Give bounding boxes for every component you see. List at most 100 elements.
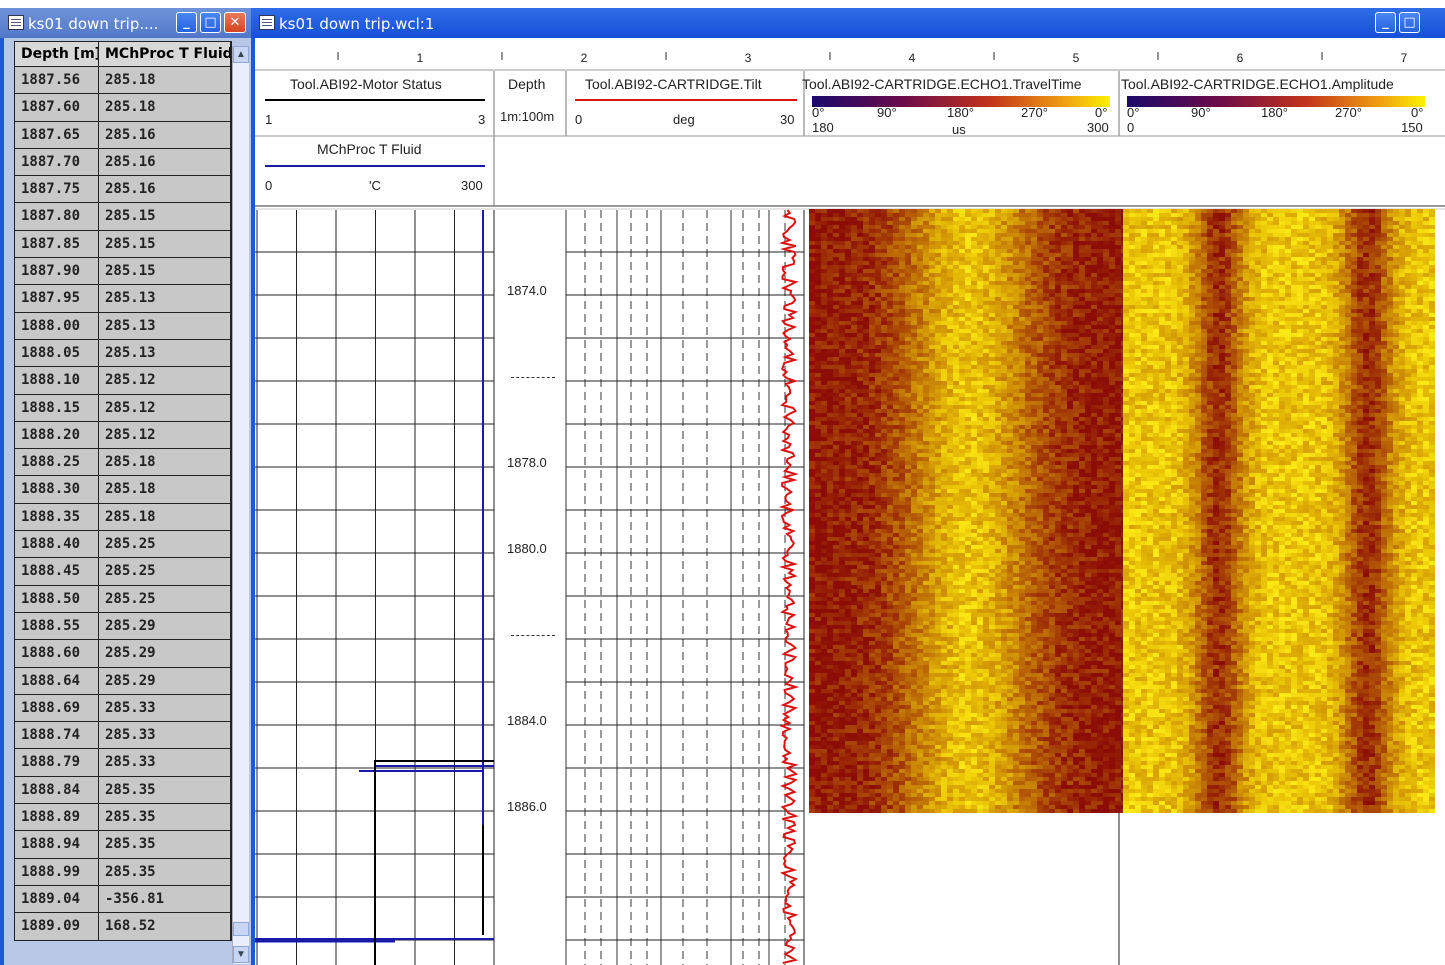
depth-cell[interactable]: 1888.74 — [15, 722, 99, 749]
depth-cell[interactable]: 1887.60 — [15, 94, 99, 121]
fluid-temp-cell[interactable]: 285.35 — [99, 831, 231, 858]
table-row[interactable]: 1888.94 285.35 — [14, 831, 232, 859]
scroll-thumb[interactable] — [233, 922, 249, 936]
depth-cell[interactable]: 1887.95 — [15, 285, 99, 312]
fluid-temp-cell[interactable]: -356.81 — [99, 885, 231, 913]
table-row[interactable]: 1888.10 285.12 — [14, 367, 232, 395]
fluid-temp-cell[interactable]: 285.12 — [99, 394, 231, 421]
fluid-temp-cell[interactable]: 285.25 — [99, 558, 231, 585]
table-row[interactable]: 1888.79 285.33 — [14, 749, 232, 777]
depth-cell[interactable]: 1887.80 — [15, 203, 99, 230]
fluid-temp-cell[interactable]: 285.18 — [99, 503, 231, 531]
depth-cell[interactable]: 1888.15 — [15, 394, 99, 421]
fluid-temp-cell[interactable]: 168.52 — [99, 913, 231, 940]
depth-cell[interactable]: 1888.05 — [15, 339, 99, 367]
fluid-temp-cell[interactable]: 285.15 — [99, 203, 231, 230]
table-row[interactable]: 1888.45 285.25 — [14, 558, 232, 586]
fluid-temp-cell[interactable]: 285.25 — [99, 585, 231, 612]
depth-cell[interactable]: 1888.89 — [15, 804, 99, 831]
depth-cell[interactable]: 1888.55 — [15, 612, 99, 640]
depth-cell[interactable]: 1888.25 — [15, 449, 99, 476]
table-row[interactable]: 1888.64 285.29 — [14, 667, 232, 695]
depth-cell[interactable]: 1888.64 — [15, 667, 99, 694]
close-button[interactable]: ✕ — [224, 12, 246, 33]
fluid-temp-cell[interactable]: 285.29 — [99, 640, 231, 667]
depth-cell[interactable]: 1888.10 — [15, 367, 99, 394]
log-maximize-button[interactable]: □ — [1399, 12, 1420, 33]
scroll-down-button[interactable]: ▼ — [233, 946, 249, 963]
fluid-temp-cell[interactable]: 285.18 — [99, 476, 231, 503]
depth-cell[interactable]: 1889.09 — [15, 913, 99, 940]
table-row[interactable]: 1889.09 168.52 — [14, 913, 232, 941]
depth-cell[interactable]: 1888.45 — [15, 558, 99, 585]
fluid-temp-cell[interactable]: 285.18 — [99, 94, 231, 121]
fluid-temp-cell[interactable]: 285.35 — [99, 804, 231, 831]
maximize-button[interactable]: □ — [200, 12, 221, 33]
table-row[interactable]: 1887.60 285.18 — [14, 94, 232, 122]
scroll-up-button[interactable]: ▲ — [233, 46, 249, 63]
column-header-fluid-temp[interactable]: MChProc T Fluid — [99, 42, 231, 66]
table-row[interactable]: 1887.95 285.13 — [14, 285, 232, 313]
fluid-temp-cell[interactable]: 285.33 — [99, 722, 231, 749]
fluid-temp-cell[interactable]: 285.33 — [99, 749, 231, 776]
fluid-temp-cell[interactable]: 285.35 — [99, 776, 231, 804]
fluid-temp-cell[interactable]: 285.12 — [99, 367, 231, 394]
depth-cell[interactable]: 1888.79 — [15, 749, 99, 776]
table-row[interactable]: 1888.55 285.29 — [14, 612, 232, 641]
fluid-temp-cell[interactable]: 285.25 — [99, 531, 231, 558]
table-row[interactable]: 1888.69 285.33 — [14, 694, 232, 723]
depth-cell[interactable]: 1888.69 — [15, 694, 99, 722]
fluid-temp-cell[interactable]: 285.29 — [99, 667, 231, 694]
depth-cell[interactable]: 1887.65 — [15, 121, 99, 148]
fluid-temp-cell[interactable]: 285.15 — [99, 258, 231, 285]
depth-cell[interactable]: 1888.35 — [15, 503, 99, 531]
table-window-titlebar[interactable]: ks01 down trip.... _ □ ✕ — [0, 8, 251, 38]
table-row[interactable]: 1888.84 285.35 — [14, 776, 232, 805]
table-row[interactable]: 1888.74 285.33 — [14, 722, 232, 750]
depth-cell[interactable]: 1888.50 — [15, 585, 99, 612]
table-scrollbar[interactable]: ▲ ▼ — [232, 46, 249, 964]
depth-cell[interactable]: 1888.40 — [15, 531, 99, 558]
fluid-temp-cell[interactable]: 285.15 — [99, 230, 231, 258]
table-row[interactable]: 1888.05 285.13 — [14, 339, 232, 368]
table-row[interactable]: 1888.20 285.12 — [14, 421, 232, 450]
table-row[interactable]: 1887.90 285.15 — [14, 258, 232, 286]
fluid-temp-cell[interactable]: 285.29 — [99, 612, 231, 640]
depth-cell[interactable]: 1887.85 — [15, 230, 99, 258]
fluid-temp-cell[interactable]: 285.13 — [99, 312, 231, 339]
table-row[interactable]: 1888.30 285.18 — [14, 476, 232, 504]
fluid-temp-cell[interactable]: 285.35 — [99, 858, 231, 885]
depth-cell[interactable]: 1887.90 — [15, 258, 99, 285]
fluid-temp-cell[interactable]: 285.16 — [99, 148, 231, 176]
table-row[interactable]: 1887.80 285.15 — [14, 203, 232, 231]
table-row[interactable]: 1888.15 285.12 — [14, 394, 232, 422]
fluid-temp-cell[interactable]: 285.16 — [99, 121, 231, 148]
depth-cell[interactable]: 1888.60 — [15, 640, 99, 667]
table-row[interactable]: 1888.99 285.35 — [14, 858, 232, 886]
depth-cell[interactable]: 1887.75 — [15, 176, 99, 203]
table-row[interactable]: 1888.89 285.35 — [14, 804, 232, 832]
table-row[interactable]: 1888.60 285.29 — [14, 640, 232, 668]
minimize-button[interactable]: _ — [176, 12, 197, 33]
depth-cell[interactable]: 1888.84 — [15, 776, 99, 804]
log-window-titlebar[interactable]: ks01 down trip.wcl:1 _ □ — [251, 8, 1445, 38]
table-row[interactable]: 1887.56 285.18 — [14, 67, 232, 95]
depth-cell[interactable]: 1889.04 — [15, 885, 99, 913]
fluid-temp-cell[interactable]: 285.33 — [99, 694, 231, 722]
fluid-temp-cell[interactable]: 285.18 — [99, 67, 231, 94]
table-row[interactable]: 1887.70 285.16 — [14, 148, 232, 177]
fluid-temp-cell[interactable]: 285.13 — [99, 285, 231, 312]
table-row[interactable]: 1887.85 285.15 — [14, 230, 232, 259]
column-header-depth[interactable]: Depth [m] — [15, 42, 99, 66]
table-row[interactable]: 1889.04 -356.81 — [14, 885, 232, 914]
fluid-temp-cell[interactable]: 285.18 — [99, 449, 231, 476]
fluid-temp-cell[interactable]: 285.16 — [99, 176, 231, 203]
table-row[interactable]: 1887.65 285.16 — [14, 121, 232, 149]
depth-cell[interactable]: 1888.00 — [15, 312, 99, 339]
fluid-temp-cell[interactable]: 285.12 — [99, 421, 231, 449]
fluid-temp-cell[interactable]: 285.13 — [99, 339, 231, 367]
table-row[interactable]: 1887.75 285.16 — [14, 176, 232, 204]
depth-cell[interactable]: 1888.20 — [15, 421, 99, 449]
table-row[interactable]: 1888.50 285.25 — [14, 585, 232, 613]
log-minimize-button[interactable]: _ — [1375, 12, 1396, 33]
